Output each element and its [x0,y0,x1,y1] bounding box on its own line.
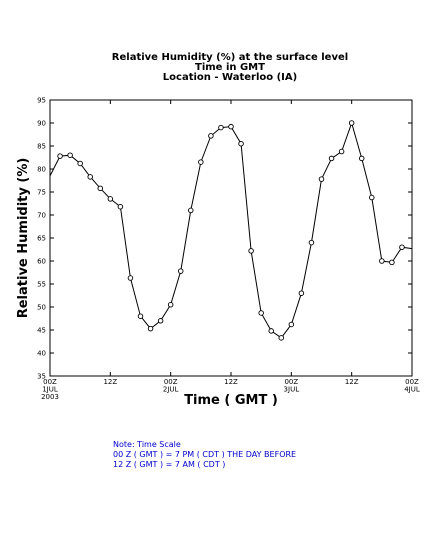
note-line-00z: 00 Z ( GMT ) = 7 PM ( CDT ) THE DAY BEFO… [113,450,297,459]
data-point [399,244,405,250]
data-point [379,258,385,264]
data-point [127,275,134,281]
data-point [177,268,184,274]
data-point [238,140,244,147]
data-point [389,259,395,266]
note-line-12z: 12 Z ( GMT ) = 7 AM ( CDT ) [113,460,226,469]
series-points [57,120,405,341]
data-point [338,148,345,155]
y-tick-label: 75 [37,189,46,197]
data-point [218,124,224,131]
note-title: Note: Time Scale [113,440,181,449]
series-line [49,121,413,339]
data-point [97,185,104,192]
x-axis-label: Time ( GMT ) [184,393,278,408]
data-point [348,120,355,126]
chart-title-line-3: Location - Waterloo (IA) [163,72,297,83]
data-point [67,152,73,158]
data-point [147,325,154,332]
chart-title-line-2: Time in GMT [195,62,265,73]
plot-frame [49,99,413,377]
data-point [369,194,375,201]
data-point [167,301,174,308]
y-tick-label: 95 [37,97,46,105]
x-tick-label: 4JUL [404,386,420,394]
chart-title-line-1: Relative Humidity (%) at the surface lev… [112,52,348,63]
y-tick-label: 85 [37,143,46,151]
data-point [107,196,114,202]
x-tick-label: 12Z [103,378,117,386]
data-point [308,239,315,246]
y-tick-label: 70 [37,212,46,220]
y-axis-ticks: 35 40 45 50 55 60 65 70 75 80 85 90 95 [37,97,412,381]
data-point [228,123,234,130]
x-tick-label: 1JUL [42,386,58,394]
x-tick-label: 00Z [164,378,178,386]
y-tick-label: 55 [37,281,46,289]
data-point [248,248,254,254]
x-tick-label: 00Z [43,378,57,386]
y-tick-label: 90 [37,120,46,128]
y-axis-label: Relative Humidity (%) [16,158,31,319]
data-point [208,133,214,139]
y-tick-label: 35 [37,373,46,381]
x-tick-label: 12Z [224,378,238,386]
y-tick-label: 40 [37,350,46,358]
y-tick-label: 65 [37,235,46,243]
data-point [318,176,325,182]
data-point [57,153,63,159]
data-point [198,159,204,165]
data-point [358,155,365,162]
y-tick-label: 80 [37,166,46,174]
y-tick-label: 50 [37,304,46,312]
data-point [268,328,274,334]
x-tick-label: 12Z [345,378,359,386]
data-point [77,160,83,167]
x-tick-label: 3JUL [284,386,300,394]
data-point [137,313,144,319]
x-tick-label: 00Z [405,378,419,386]
data-point [298,290,305,296]
data-point [87,174,93,180]
data-point [288,321,295,328]
data-point [117,203,124,210]
y-tick-label: 45 [37,327,46,335]
x-tick-label: 2003 [41,393,59,401]
data-point [328,155,335,162]
y-tick-label: 60 [37,258,46,266]
data-point [157,318,164,324]
data-point [188,207,194,214]
data-point [278,335,285,341]
x-tick-label: 00Z [284,378,298,386]
data-point [258,310,264,316]
x-tick-label: 2JUL [163,386,179,394]
